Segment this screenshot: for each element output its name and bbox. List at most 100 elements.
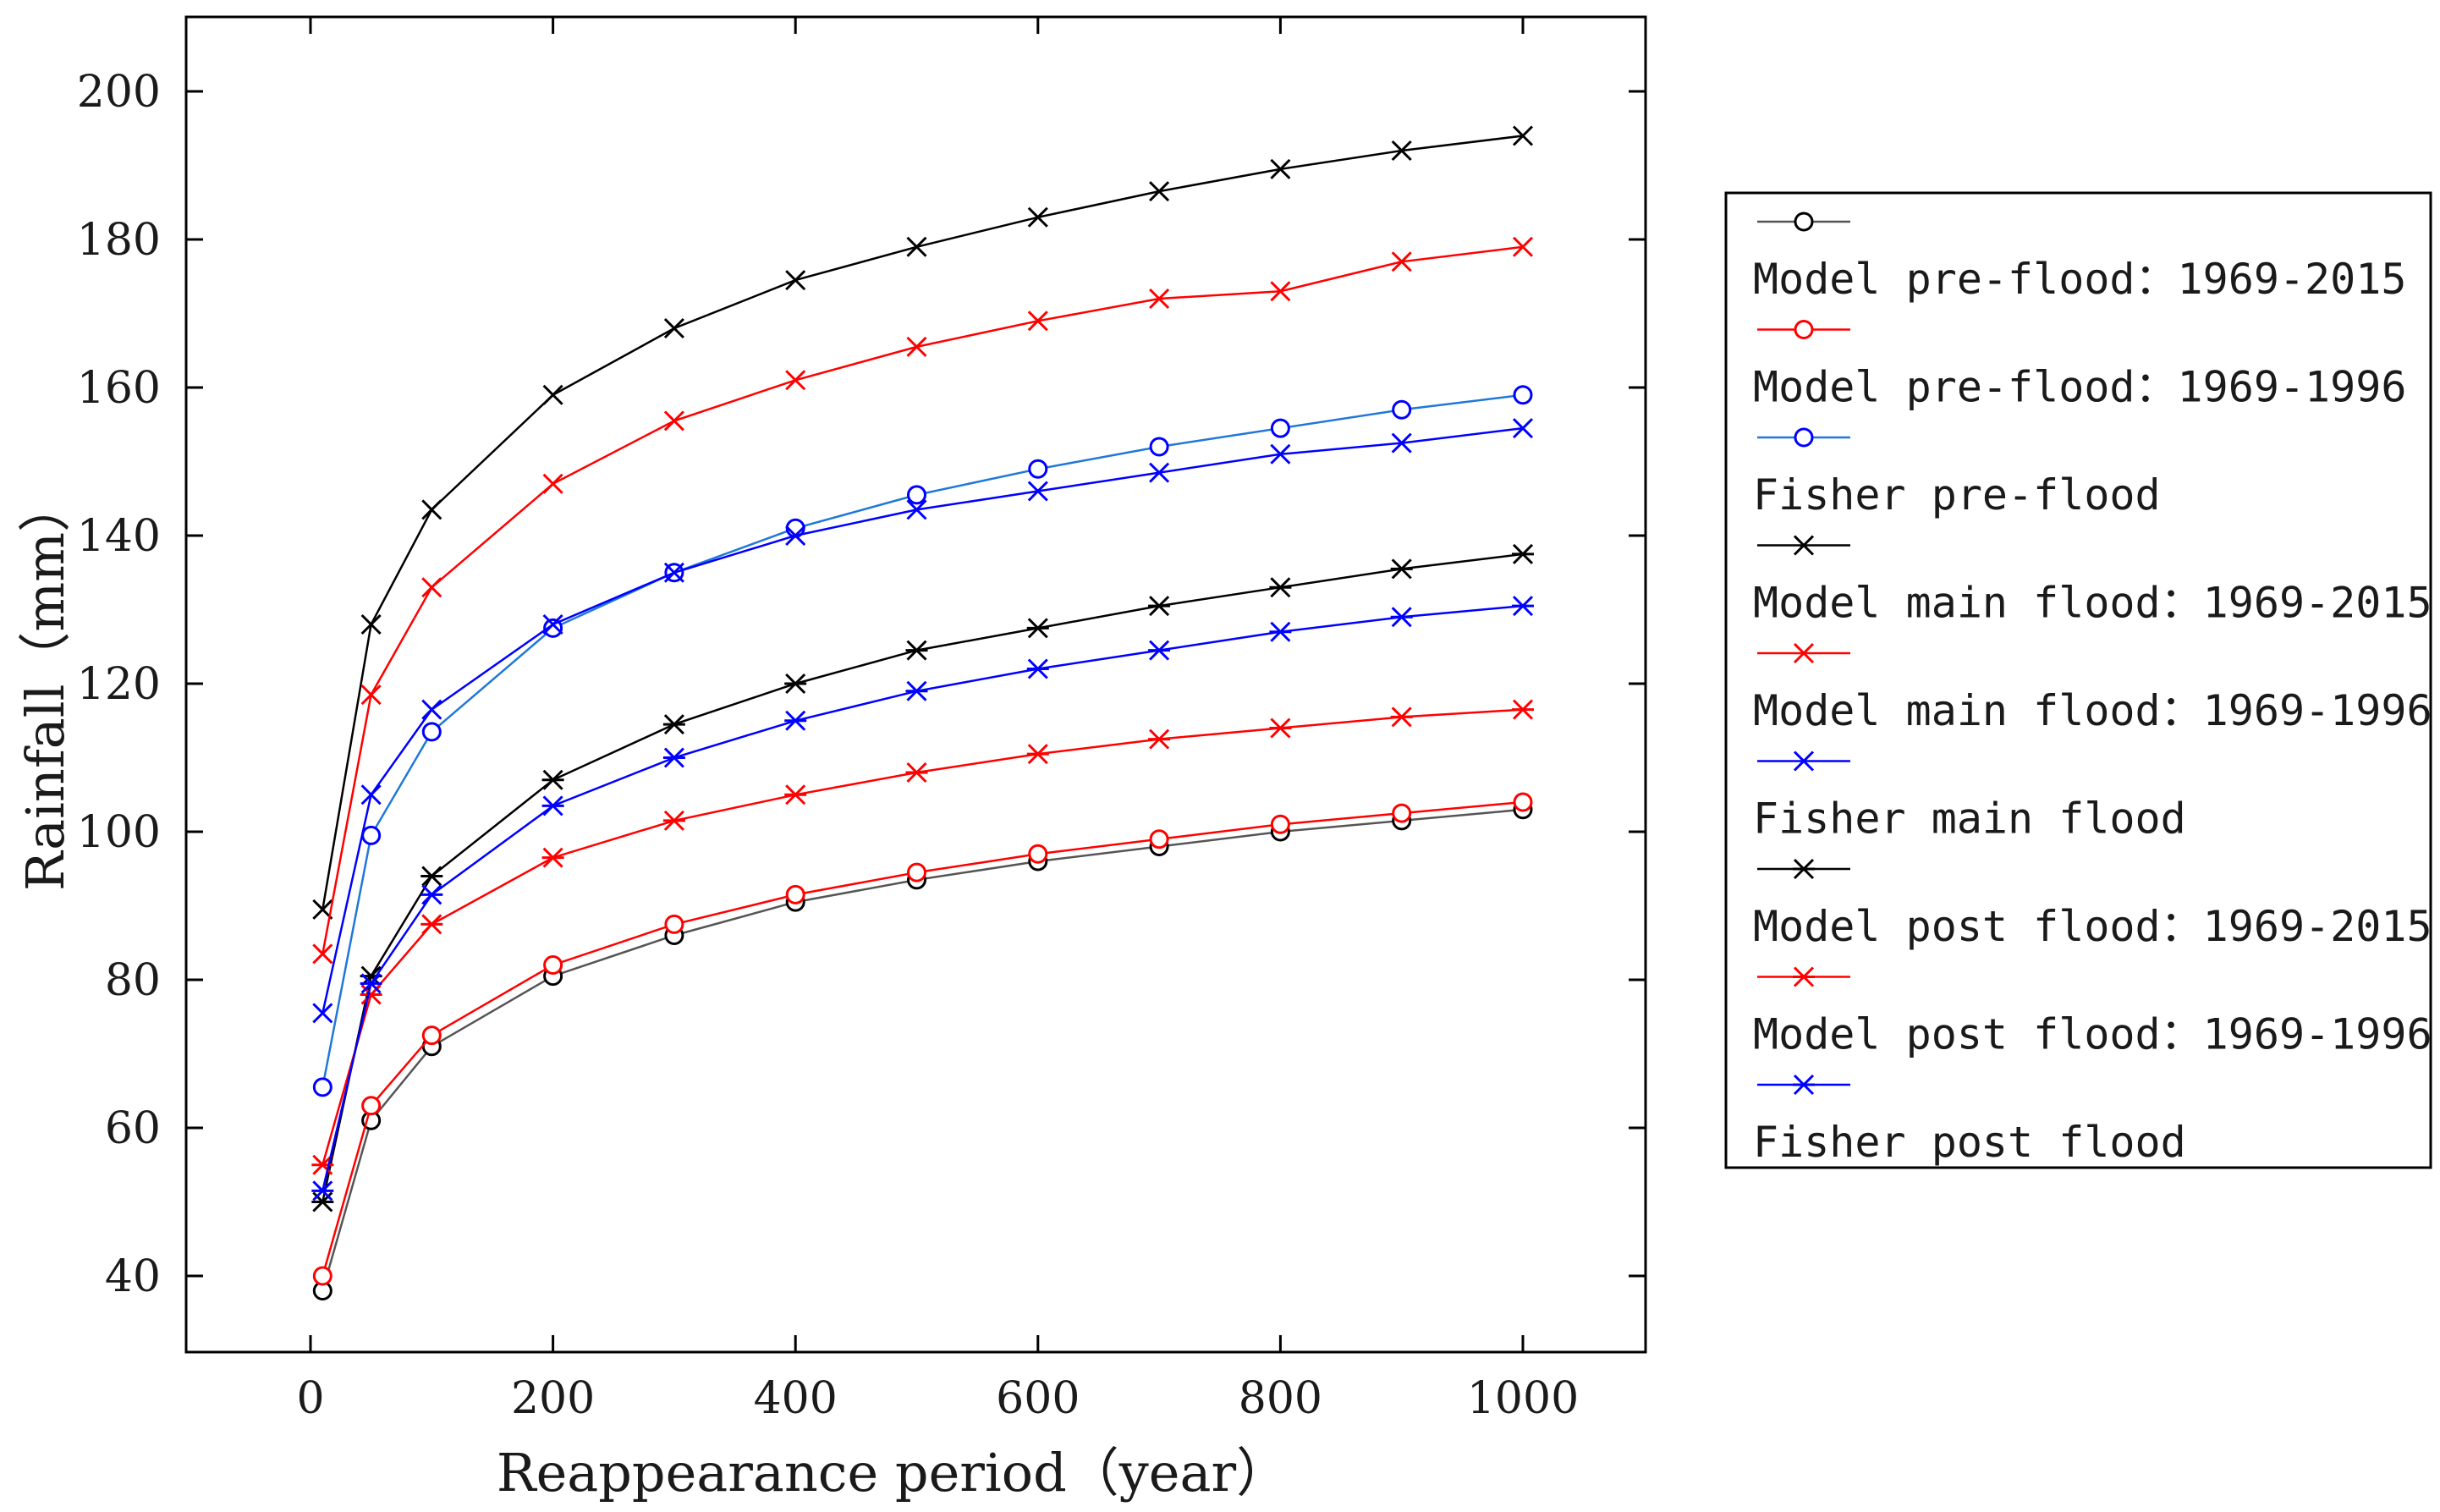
legend-swatch-marker xyxy=(1793,535,1815,556)
data-point xyxy=(1270,418,1290,438)
data-point xyxy=(312,1077,332,1097)
x-tick-label: 1000 xyxy=(1467,1373,1579,1424)
data-point xyxy=(360,685,382,706)
y-tick-label: 200 xyxy=(77,67,161,118)
data-point xyxy=(1512,596,1534,617)
legend-swatch-marker xyxy=(1793,751,1815,772)
data-point xyxy=(784,784,807,805)
data-point xyxy=(542,384,563,405)
series-line xyxy=(321,708,1524,1166)
data-point xyxy=(1391,251,1412,272)
data-point xyxy=(1513,792,1533,812)
data-point xyxy=(543,955,563,975)
data-point xyxy=(312,1266,332,1286)
y-axis-title: Rainfall（mm） xyxy=(14,480,76,891)
x-tick-label: 200 xyxy=(511,1373,595,1424)
legend-label: Fisher post flood xyxy=(1753,1118,2186,1167)
data-point xyxy=(784,710,807,731)
data-point xyxy=(1513,385,1533,405)
x-tick-label: 400 xyxy=(754,1373,838,1424)
x-tick-label: 600 xyxy=(996,1373,1080,1424)
data-point xyxy=(420,884,443,905)
data-point xyxy=(421,499,442,520)
legend-label: Model post flood：1969-1996 xyxy=(1753,1010,2432,1059)
data-point xyxy=(663,410,684,432)
data-point xyxy=(541,769,564,790)
data-point xyxy=(360,613,382,635)
data-point xyxy=(1390,558,1413,580)
legend-label: Model main flood：1969-2015 xyxy=(1753,579,2432,628)
series-5 xyxy=(312,236,1534,965)
data-point xyxy=(541,847,564,868)
series-line xyxy=(321,800,1524,1277)
data-point xyxy=(1026,618,1049,639)
data-point xyxy=(1149,462,1170,483)
legend-item: Fisher main flood xyxy=(1753,751,2186,844)
data-point xyxy=(784,673,807,695)
data-point xyxy=(906,336,927,357)
data-point xyxy=(542,613,563,635)
data-point xyxy=(361,1096,382,1116)
series-6 xyxy=(312,418,1534,1024)
data-point xyxy=(1028,844,1048,864)
legend-label: Model post flood：1969-2015 xyxy=(1753,902,2432,951)
legend-items: Model pre-flood：1969-2015 Model pre-flood… xyxy=(1753,212,2432,1167)
series-line xyxy=(321,135,1524,910)
data-point xyxy=(1392,803,1412,823)
legend-label: Fisher main flood xyxy=(1753,794,2186,844)
data-point xyxy=(1149,829,1169,849)
data-point xyxy=(905,680,928,701)
data-point xyxy=(785,370,806,391)
legend-swatch-marker xyxy=(1794,320,1814,339)
data-point xyxy=(543,618,563,638)
data-point xyxy=(311,1154,334,1175)
legend-swatch-marker xyxy=(1793,966,1815,987)
data-point xyxy=(1392,399,1412,420)
data-point xyxy=(311,1180,334,1201)
data-point xyxy=(907,485,926,505)
x-axis: 0 200 400 600 800 1000 xyxy=(296,17,1579,1424)
data-point xyxy=(1390,607,1413,628)
series-line xyxy=(321,245,1524,954)
series-layer xyxy=(311,125,1534,1300)
data-point xyxy=(1270,281,1291,302)
y-tick-label: 120 xyxy=(77,659,161,710)
data-point xyxy=(1391,432,1412,454)
series-7 xyxy=(311,543,1534,1212)
legend-item: Model pre-flood：1969-2015 xyxy=(1753,212,2406,304)
legend-item: Model main flood：1969-2015 xyxy=(1753,535,2432,628)
data-point xyxy=(1390,707,1413,728)
data-point xyxy=(1149,181,1170,202)
data-point xyxy=(542,473,563,494)
y-axis: 40 60 80 100 120 140 160 180 200 xyxy=(77,67,1646,1302)
data-point xyxy=(1026,658,1049,679)
data-point xyxy=(421,1025,442,1046)
data-point xyxy=(785,270,806,291)
legend-item: Model main flood：1969-1996 xyxy=(1753,642,2432,735)
data-point xyxy=(1148,596,1171,617)
data-point xyxy=(905,761,928,783)
x-tick-label: 0 xyxy=(296,1373,324,1424)
legend-swatch-marker xyxy=(1794,427,1814,448)
legend: Model pre-flood：1969-2015 Model pre-flood… xyxy=(1724,191,2432,1169)
data-point xyxy=(1512,418,1534,439)
x-tick-label: 800 xyxy=(1239,1373,1322,1424)
data-point xyxy=(906,236,927,257)
data-point xyxy=(421,722,442,742)
data-point xyxy=(905,640,928,661)
series-line xyxy=(321,393,1524,1088)
data-point xyxy=(663,317,684,339)
legend-item: Fisher post flood xyxy=(1753,1074,2186,1167)
legend-swatch-marker xyxy=(1793,1074,1815,1096)
series-line xyxy=(321,808,1524,1291)
series-4 xyxy=(312,125,1534,920)
data-point xyxy=(662,747,685,768)
data-point xyxy=(785,884,805,904)
y-tick-label: 100 xyxy=(77,807,161,858)
data-point xyxy=(1512,543,1534,564)
data-point xyxy=(420,914,443,935)
series-9 xyxy=(311,596,1534,1201)
series-line xyxy=(321,604,1524,1191)
legend-box xyxy=(1724,191,2432,1169)
data-point xyxy=(1512,125,1534,146)
